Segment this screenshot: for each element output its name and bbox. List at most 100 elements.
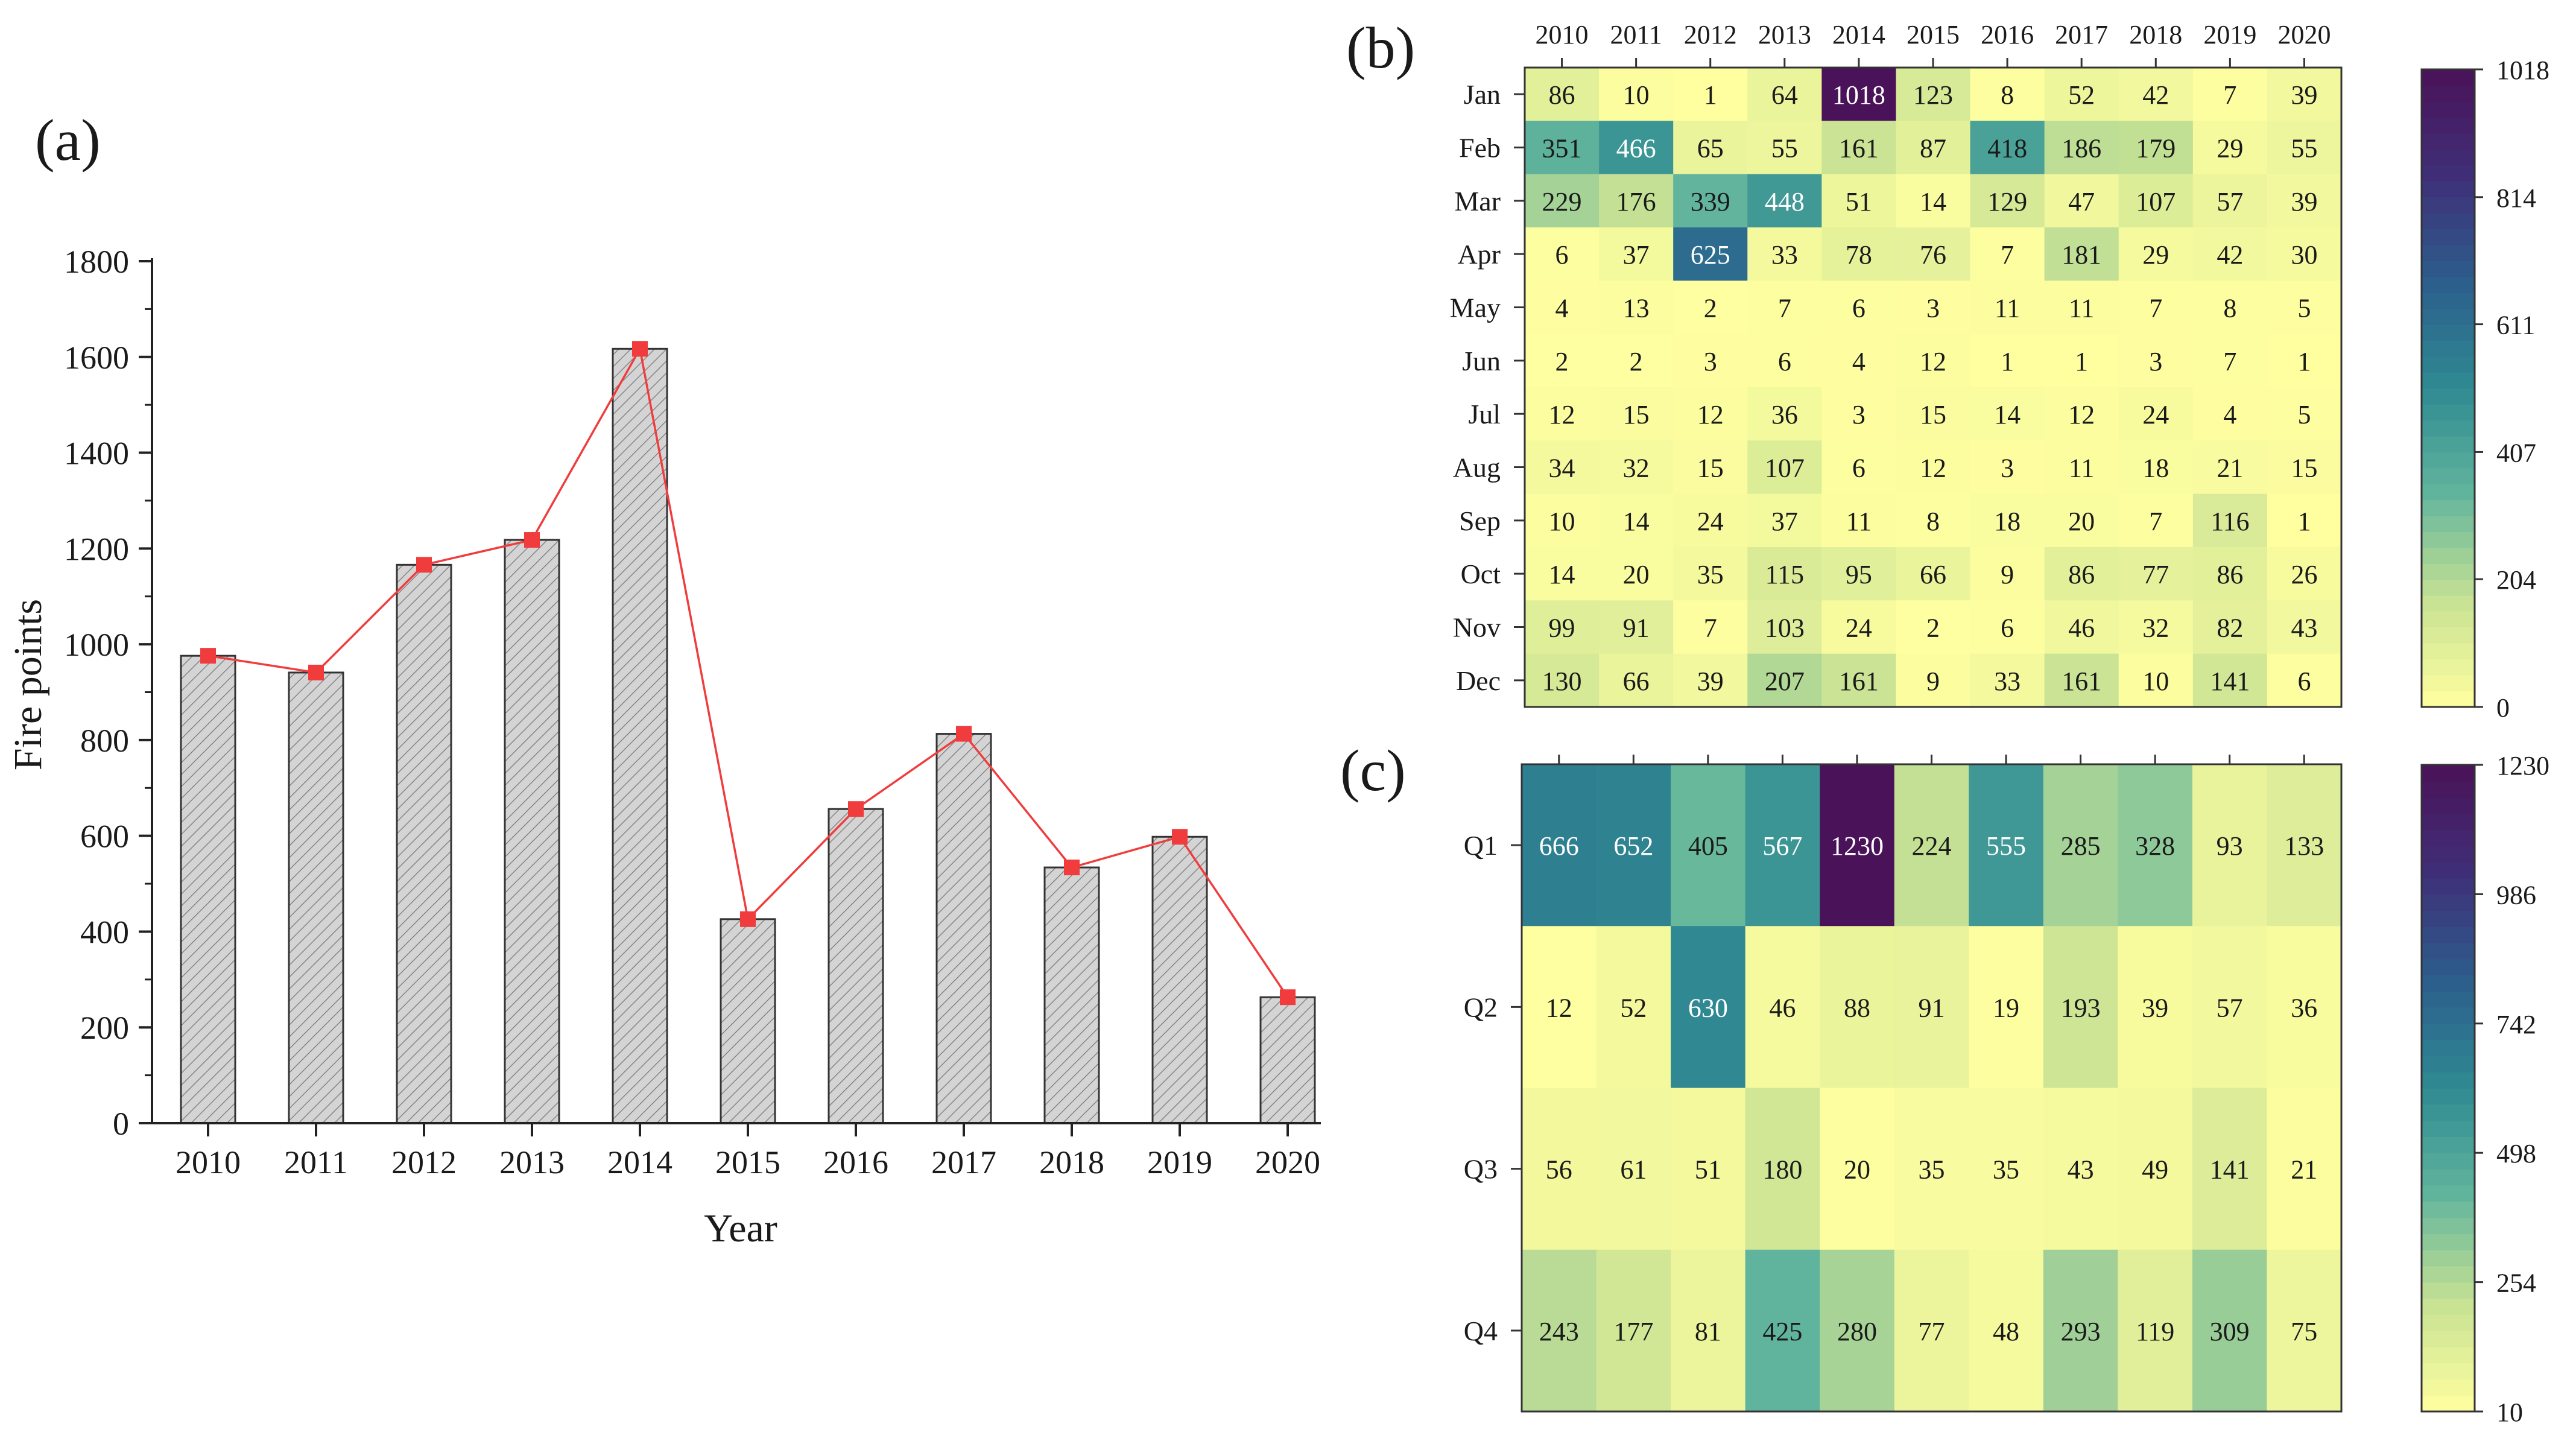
- cell-Apr-2019: [2192, 227, 2268, 281]
- cell-value: 32: [1623, 454, 1650, 483]
- cell-value: 666: [1539, 831, 1579, 861]
- x-tick-label: 2016: [823, 1144, 888, 1180]
- cell-value: 36: [2291, 993, 2317, 1022]
- cell-Dec-2019: [2192, 653, 2268, 708]
- colorbar-tick-label: 254: [2496, 1269, 2536, 1298]
- cell-value: 161: [1839, 667, 1879, 696]
- cell-Nov-2016: [1970, 600, 2045, 654]
- cell-value: 1: [2297, 507, 2311, 536]
- cell-Jun-2012: [1673, 334, 1748, 388]
- cell-Apr-2012: [1673, 227, 1748, 281]
- cell-value: 1: [2001, 347, 2014, 376]
- cell-value: 14: [1623, 507, 1650, 536]
- cell-Jun-2016: [1970, 334, 2045, 388]
- line-point-2020: [1280, 989, 1296, 1006]
- cell-value: 34: [1549, 454, 1575, 483]
- cell-Apr-2018: [2118, 227, 2194, 281]
- x-tick-label: 2012: [391, 1144, 457, 1180]
- monthly-colorbar: 0 204 407 611 814 1018: [2420, 55, 2549, 723]
- colorbar-tick-label: 498: [2496, 1139, 2536, 1168]
- cell-Q3-2011: [1596, 1088, 1671, 1250]
- colorbar-step: [2422, 1314, 2475, 1331]
- colorbar-step: [2422, 1234, 2475, 1250]
- colorbar-step: [2422, 1363, 2475, 1380]
- col-label: 2012: [1684, 20, 1737, 49]
- cell-Mar-2020: [2267, 174, 2342, 228]
- colorbar-step: [2422, 861, 2475, 879]
- cell-Dec-2016: [1970, 653, 2045, 708]
- cell-Nov-2010: [1525, 600, 1600, 654]
- cell-Sep-2010: [1525, 493, 1600, 548]
- cell-value: 181: [2062, 240, 2101, 270]
- cell-value: 18: [1994, 507, 2021, 536]
- row-label: Dec: [1456, 665, 1501, 696]
- cell-Q1-2019: [2192, 764, 2268, 927]
- line-point-2018: [1064, 860, 1080, 876]
- cell-Q1-2015: [1894, 764, 1969, 927]
- cell-value: 24: [1697, 507, 1724, 536]
- cell-value: 123: [1913, 80, 1953, 110]
- colorbar-step: [2422, 675, 2475, 692]
- cell-Oct-2015: [1896, 547, 1971, 601]
- cell-May-2018: [2118, 280, 2194, 335]
- bar-series: [180, 347, 1316, 1124]
- colorbar-step: [2422, 627, 2475, 644]
- colorbar-step: [2422, 1023, 2475, 1041]
- colorbar-step: [2422, 1169, 2475, 1186]
- colorbar-step: [2422, 829, 2475, 846]
- cell-Dec-2018: [2118, 653, 2194, 708]
- cell-Jan-2011: [1599, 68, 1674, 121]
- quarterly-colorbar: 10 254 498 742 986 1230: [2420, 751, 2549, 1427]
- cell-value: 8: [1926, 507, 1940, 536]
- cell-Jun-2010: [1525, 334, 1600, 388]
- col-label: 2017: [2055, 20, 2108, 49]
- cell-Aug-2010: [1525, 440, 1600, 495]
- cell-value: 37: [1771, 507, 1798, 536]
- cell-value: 91: [1623, 613, 1650, 643]
- colorbar-step: [2422, 436, 2475, 452]
- cell-Feb-2019: [2192, 121, 2268, 175]
- cell-Feb-2015: [1896, 121, 1971, 175]
- cell-value: 309: [2210, 1317, 2250, 1346]
- bar-2013: [504, 539, 560, 1124]
- cell-value: 15: [1920, 400, 1946, 429]
- cell-value: 93: [2217, 831, 2243, 861]
- cell-value: 625: [1691, 240, 1730, 270]
- cell-value: 555: [1986, 831, 2026, 861]
- y-tick-label: 1400: [64, 436, 129, 472]
- cell-value: 35: [1993, 1155, 2019, 1185]
- colorbar-tick-label: 1018: [2496, 55, 2549, 85]
- cell-Q3-2016: [1969, 1088, 2044, 1250]
- bar-2018: [1043, 866, 1100, 1124]
- row-label: Nov: [1453, 612, 1501, 643]
- colorbar-step: [2422, 765, 2475, 782]
- panel-b-label: (b): [1346, 16, 1415, 81]
- line-point-2017: [956, 726, 972, 742]
- cell-value: 77: [1919, 1317, 1945, 1346]
- cell-Mar-2014: [1821, 174, 1897, 228]
- trend-line-series: [200, 341, 1296, 1006]
- cell-Mar-2012: [1673, 174, 1748, 228]
- cell-value: 30: [2291, 240, 2317, 270]
- cell-Q2-2012: [1671, 926, 1746, 1089]
- cell-value: 7: [1704, 613, 1717, 643]
- line-point-2012: [416, 557, 432, 573]
- cell-May-2010: [1525, 280, 1600, 335]
- line-point-2016: [848, 801, 864, 817]
- colorbar-step: [2422, 894, 2475, 911]
- colorbar-step: [2422, 180, 2475, 197]
- colorbar-step: [2422, 261, 2475, 277]
- row-label: May: [1450, 293, 1501, 323]
- colorbar-step: [2422, 691, 2475, 708]
- colorbar-step: [2422, 659, 2475, 676]
- cell-value: 42: [2217, 240, 2243, 270]
- cell-value: 86: [2068, 560, 2095, 589]
- cell-value: 51: [1846, 187, 1872, 217]
- colorbar-step: [2422, 165, 2475, 182]
- col-label: 2019: [2203, 20, 2256, 49]
- cell-Q2-2017: [2043, 926, 2118, 1089]
- cell-Oct-2010: [1525, 547, 1600, 601]
- cell-Feb-2018: [2118, 121, 2194, 175]
- cell-Jan-2015: [1896, 68, 1971, 121]
- cell-value: 285: [2061, 831, 2101, 861]
